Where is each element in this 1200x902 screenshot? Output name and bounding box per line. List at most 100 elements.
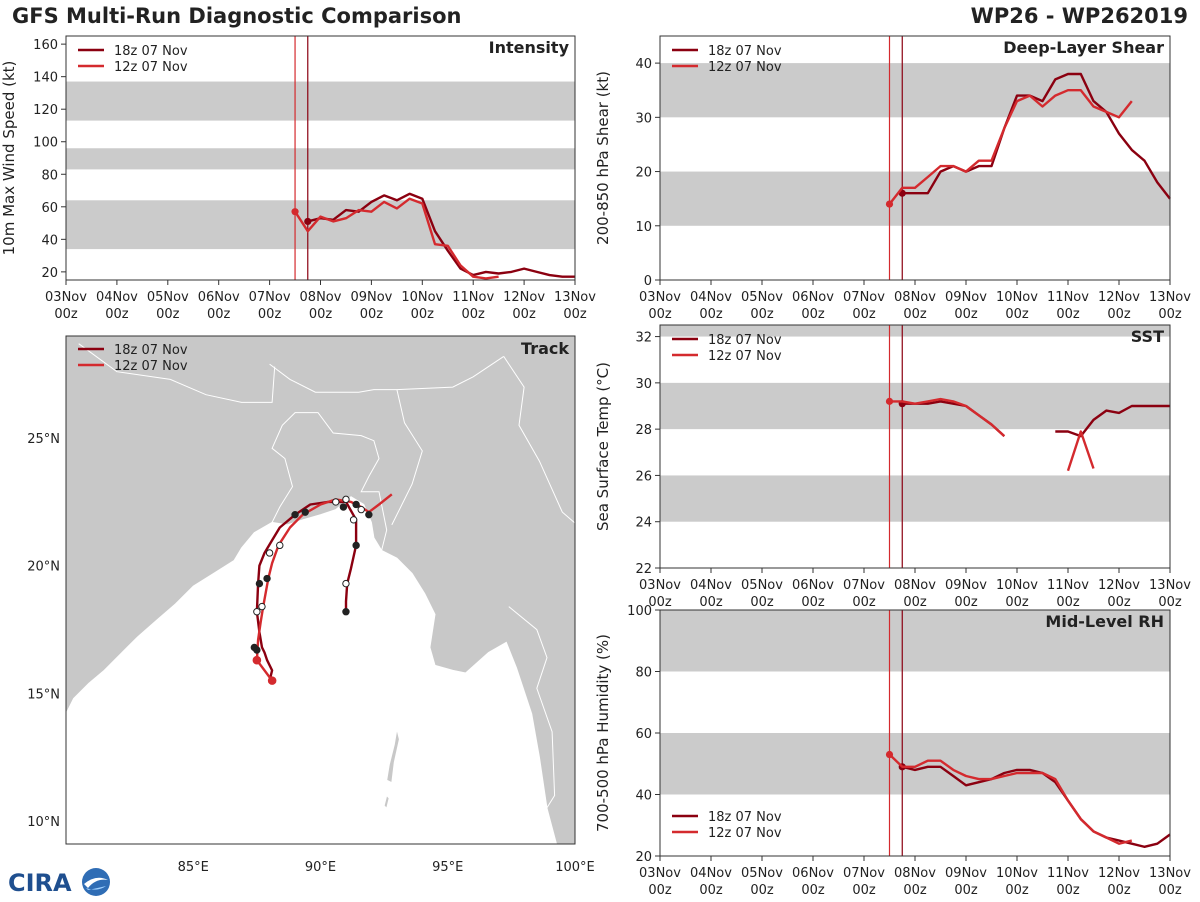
- border-myanmar-east: [503, 356, 575, 524]
- sst-ytick-label-1: 24: [635, 516, 652, 531]
- sst-xtick-label-0: 03Nov: [639, 578, 681, 593]
- shear-band-1: [660, 63, 1170, 118]
- sst-legend-label-1: 12z 07 Nov: [708, 349, 782, 364]
- track-marker-21: [342, 607, 350, 616]
- track-marker-9: [276, 541, 284, 550]
- shear-xtick-label-9: 12Nov: [1098, 290, 1140, 305]
- rh-xtick-label-8: 11Nov: [1047, 866, 1089, 881]
- shear-xtick-label-4: 07Nov: [843, 290, 885, 305]
- shear-xtick-label-5: 08Nov: [894, 290, 936, 305]
- sst-ytick-label-2: 26: [635, 469, 652, 484]
- sst-start-marker-1: [885, 397, 894, 405]
- track-map: [66, 336, 575, 844]
- intensity-xtick-sub-6: 00z: [360, 307, 384, 322]
- intensity-ytick-label-6: 140: [33, 71, 58, 86]
- intensity-xtick-label-4: 07Nov: [249, 290, 291, 305]
- intensity-ytick-label-3: 80: [41, 168, 58, 183]
- intensity-xtick-sub-10: 00z: [563, 307, 587, 322]
- sst-title: SST: [1131, 327, 1164, 346]
- rh-xtick-sub-6: 00z: [954, 883, 978, 898]
- intensity-xtick-label-10: 13Nov: [554, 290, 596, 305]
- track-marker-1: [252, 655, 262, 665]
- sst-xtick-sub-10: 00z: [1158, 595, 1182, 610]
- track-title: Track: [521, 339, 569, 358]
- sst-series-1-segment-0: [889, 397, 1006, 437]
- rh-xtick-label-5: 08Nov: [894, 866, 936, 881]
- track-marker-11: [301, 508, 309, 516]
- track-frame: [65, 335, 576, 845]
- panel-sst: 22 24 26 28 30 32 03Nov 00z 04Nov 00z 05Nov 00z 06No…: [594, 324, 1191, 610]
- rh-xtick-label-0: 03Nov: [639, 866, 681, 881]
- logo-text: CIRA: [8, 869, 72, 897]
- track-marker-8: [265, 549, 274, 557]
- rh-xtick-label-3: 06Nov: [792, 866, 834, 881]
- sst-band-1: [660, 382, 1170, 430]
- sst-xtick-sub-7: 00z: [1005, 595, 1029, 610]
- intensity-start-marker-0: [304, 217, 312, 226]
- intensity-ytick-label-0: 20: [41, 266, 58, 281]
- rh-title: Mid-Level RH: [1045, 612, 1164, 631]
- intensity-ytick-label-5: 120: [33, 103, 58, 118]
- sst-xtick-sub-9: 00z: [1107, 595, 1131, 610]
- rh-xtick-sub-8: 00z: [1056, 883, 1080, 898]
- track-legend-label-1: 12z 07 Nov: [114, 359, 188, 374]
- intensity-band-2: [66, 81, 575, 121]
- shear-legend-label-1: 12z 07 Nov: [708, 60, 782, 75]
- intensity-legend-label-1: 12z 07 Nov: [114, 60, 188, 75]
- panel-rh: 20 40 60 80 100 03Nov 00z 04Nov 00z 05Nov 00z 06Nov…: [594, 604, 1191, 898]
- rh-xtick-label-4: 07Nov: [843, 866, 885, 881]
- rh-xtick-sub-3: 00z: [801, 883, 825, 898]
- rh-xtick-sub-9: 00z: [1107, 883, 1131, 898]
- panel-intensity: 20 40 60 80 100 120 140 160 03Nov 00z 04Nov 00z 05No…: [0, 35, 596, 322]
- intensity-xtick-label-0: 03Nov: [45, 290, 87, 305]
- track-ytick-label-0: 10°N: [27, 815, 60, 830]
- shear-ytick-label-2: 20: [635, 166, 652, 181]
- sst-ytick-label-3: 28: [635, 423, 652, 438]
- intensity-ytick-label-7: 160: [33, 38, 58, 53]
- sst-xtick-label-9: 12Nov: [1098, 578, 1140, 593]
- storm-id: WP26 - WP262019: [970, 4, 1188, 28]
- track-marker-0: [267, 676, 277, 685]
- border-bangladesh: [271, 412, 388, 551]
- cira-logo: CIRA: [6, 866, 116, 902]
- intensity-series-1-segment-0: [294, 197, 499, 280]
- intensity-xtick-sub-9: 00z: [512, 307, 536, 322]
- rh-xtick-label-1: 04Nov: [690, 866, 732, 881]
- track-marker-17: [365, 510, 373, 519]
- shear-xtick-sub-7: 00z: [1005, 307, 1029, 322]
- track-marker-16: [357, 505, 365, 514]
- track-marker-15: [352, 500, 360, 509]
- border-nepal: [78, 343, 276, 403]
- shear-ytick-label-4: 40: [635, 57, 652, 72]
- sst-xtick-label-6: 09Nov: [945, 578, 987, 593]
- rh-xtick-sub-5: 00z: [903, 883, 927, 898]
- shear-xtick-label-8: 11Nov: [1047, 290, 1089, 305]
- intensity-xtick-sub-5: 00z: [309, 307, 333, 322]
- sst-xtick-label-4: 07Nov: [843, 578, 885, 593]
- shear-series-0-segment-0: [902, 72, 1171, 200]
- rh-legend-label-0: 18z 07 Nov: [708, 810, 782, 825]
- sst-ytick-label-4: 30: [635, 377, 652, 392]
- sst-xtick-sub-4: 00z: [852, 595, 876, 610]
- panel-track: 85°E 90°E 95°E 100°E 10°N 15°N 20°N 25°N Track 18…: [27, 335, 595, 875]
- shear-xtick-sub-2: 00z: [750, 307, 774, 322]
- intensity-ytick-label-1: 40: [41, 233, 58, 248]
- rh-xtick-sub-10: 00z: [1158, 883, 1182, 898]
- shear-start-marker-1: [885, 200, 894, 208]
- rh-xtick-label-10: 13Nov: [1149, 866, 1191, 881]
- shear-xtick-sub-1: 00z: [699, 307, 723, 322]
- shear-xtick-label-2: 05Nov: [741, 290, 783, 305]
- intensity-series-0-segment-0: [307, 192, 575, 278]
- land-little-andaman: [383, 794, 390, 810]
- sst-xtick-label-5: 08Nov: [894, 578, 936, 593]
- rh-xtick-sub-7: 00z: [1005, 883, 1029, 898]
- shear-xtick-sub-3: 00z: [801, 307, 825, 322]
- track-ytick-label-3: 25°N: [27, 432, 60, 447]
- track-marker-10: [291, 510, 299, 519]
- sst-legend-label-0: 18z 07 Nov: [708, 333, 782, 348]
- sst-xtick-sub-5: 00z: [903, 595, 927, 610]
- intensity-xtick-label-1: 04Nov: [96, 290, 138, 305]
- intensity-xtick-label-5: 08Nov: [300, 290, 342, 305]
- track-series-0: [255, 500, 358, 681]
